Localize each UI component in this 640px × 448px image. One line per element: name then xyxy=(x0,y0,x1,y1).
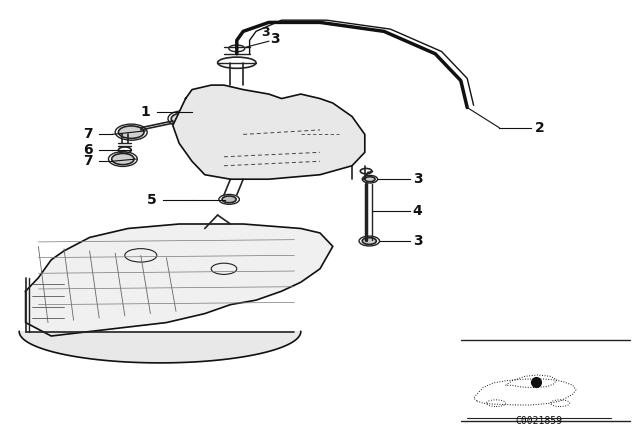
Ellipse shape xyxy=(118,126,144,138)
Text: 2: 2 xyxy=(534,121,544,135)
Polygon shape xyxy=(19,332,301,363)
Text: 3: 3 xyxy=(270,32,280,47)
Text: 7: 7 xyxy=(83,127,93,142)
Text: 1: 1 xyxy=(141,105,150,119)
Ellipse shape xyxy=(365,177,375,182)
Ellipse shape xyxy=(111,153,134,165)
Polygon shape xyxy=(26,224,333,336)
Ellipse shape xyxy=(222,196,236,203)
Polygon shape xyxy=(173,85,365,179)
Text: 5: 5 xyxy=(147,193,157,207)
Text: C0021859: C0021859 xyxy=(515,416,563,426)
Ellipse shape xyxy=(172,113,193,125)
Text: 3: 3 xyxy=(413,172,422,186)
Text: 3: 3 xyxy=(261,26,270,39)
Text: 3: 3 xyxy=(413,234,422,248)
Text: 7: 7 xyxy=(83,154,93,168)
Ellipse shape xyxy=(362,237,376,245)
Text: 6: 6 xyxy=(83,143,93,157)
Text: 4: 4 xyxy=(413,203,422,218)
